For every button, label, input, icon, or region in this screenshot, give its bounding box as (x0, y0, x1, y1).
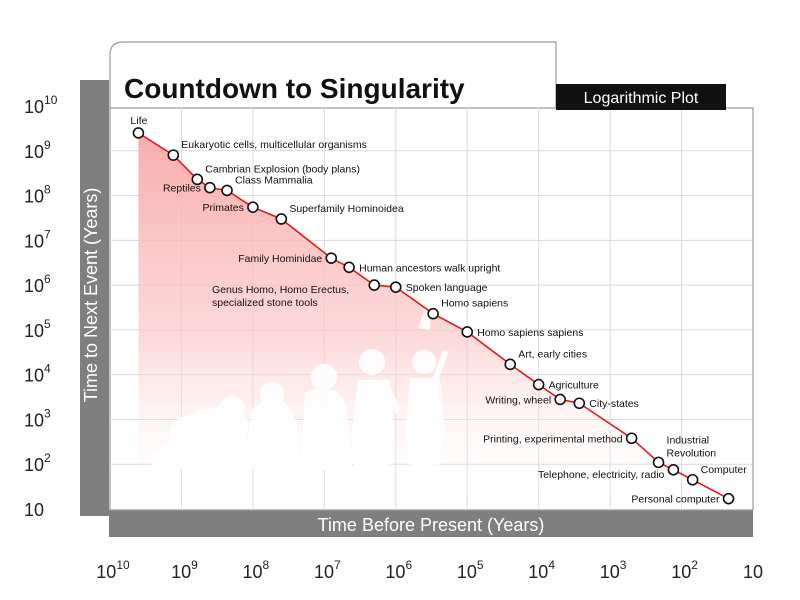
y-tick-label: 109 (24, 138, 51, 162)
point-label: Superfamily Hominoidea (289, 203, 404, 215)
point-label: Spoken language (406, 282, 488, 294)
point-label: Reptiles (163, 183, 201, 195)
chart-title: Countdown to Singularity (124, 73, 465, 104)
y-tick-label: 103 (24, 406, 51, 430)
x-tick-label: 102 (671, 558, 698, 582)
point-label: Telephone, electricity, radio (538, 469, 665, 481)
y-axis-title: Time to Next Event (Years) (81, 188, 101, 403)
y-tick-label: 1010 (24, 93, 58, 117)
point-label: Cambrian Explosion (body plans) (205, 163, 360, 175)
data-point (325, 252, 338, 264)
data-point (652, 456, 665, 469)
point-label: Industrial Revolution (667, 434, 717, 459)
data-point (573, 397, 586, 410)
silhouette-hominid (240, 382, 302, 470)
data-point (686, 473, 699, 486)
y-tick-label: 105 (24, 317, 51, 341)
data-point (132, 127, 145, 139)
data-point (247, 201, 259, 213)
data-point (722, 492, 735, 505)
subtitle-badge (556, 84, 726, 110)
x-axis-title: Time Before Present (Years) (318, 515, 545, 535)
silhouette-human (352, 349, 402, 470)
y-tick-labels: 1010 109 108 107 106 105 104 103 102 10 (24, 93, 58, 520)
x-tick-label: 107 (314, 558, 341, 582)
point-label: Personal computer (631, 494, 720, 506)
x-tick-label: 106 (385, 558, 412, 582)
point-label: Human ancestors walk upright (359, 262, 500, 274)
data-point (554, 393, 566, 406)
y-axis-band (80, 80, 109, 516)
data-point (461, 326, 474, 338)
chart-subtitle: Logarithmic Plot (584, 90, 699, 107)
y-tick-label: 10 (24, 500, 44, 520)
data-point (427, 307, 439, 320)
point-label: Family Hominidae (238, 253, 322, 265)
point-label: Homo sapiens (441, 298, 508, 310)
point-label: Eukaryotic cells, multicellular organism… (181, 139, 367, 151)
point-label: Printing, experimental method (483, 433, 623, 445)
x-tick-label: 103 (600, 558, 627, 582)
y-tick-label: 102 (24, 451, 51, 475)
markers (132, 127, 735, 505)
point-label: Genus Homo, Homo Erectus, specialized sto… (212, 284, 349, 309)
point-label: Art, early cities (518, 348, 587, 360)
point-label: Agriculture (549, 380, 599, 392)
x-tick-label: 1010 (96, 558, 130, 582)
data-point (667, 464, 680, 476)
point-labels: Life Eukaryotic cells, multicellular orga… (130, 115, 747, 506)
x-axis-band (109, 510, 753, 537)
point-label: Writing, wheel (485, 394, 551, 406)
data-point (389, 281, 402, 293)
data-point (625, 432, 638, 445)
silhouette-ape (150, 396, 248, 470)
point-label: Homo sapiens sapiens (477, 327, 583, 339)
x-tick-labels: 1010 109 108 107 106 105 104 103 102 10 (96, 558, 763, 582)
evolution-silhouettes (150, 300, 449, 470)
y-tick-label: 108 (24, 183, 51, 207)
x-tick-label: 104 (528, 558, 555, 582)
x-tick-label: 105 (457, 558, 484, 582)
point-label: Primates (202, 202, 243, 214)
data-point (191, 173, 204, 186)
data-point (221, 184, 233, 197)
data-point (275, 213, 288, 225)
point-label: Class Mammalia (235, 174, 313, 186)
y-tick-label: 106 (24, 272, 51, 296)
data-point (504, 358, 517, 371)
x-tick-label: 10 (743, 562, 763, 582)
y-tick-label: 107 (24, 227, 51, 251)
point-label: Computer (701, 464, 748, 476)
silhouette-torch-bearer (406, 300, 449, 470)
data-point (167, 149, 180, 161)
point-label: City-states (589, 398, 639, 410)
data-point (532, 378, 545, 391)
y-tick-label: 104 (24, 362, 51, 386)
data-point (343, 261, 355, 274)
data-point (368, 279, 381, 291)
point-label: Life (130, 115, 147, 127)
silhouette-early-human (300, 364, 353, 470)
data-point (204, 181, 216, 194)
x-tick-label: 109 (171, 558, 198, 582)
series-line (138, 132, 729, 500)
x-tick-label: 108 (243, 558, 270, 582)
